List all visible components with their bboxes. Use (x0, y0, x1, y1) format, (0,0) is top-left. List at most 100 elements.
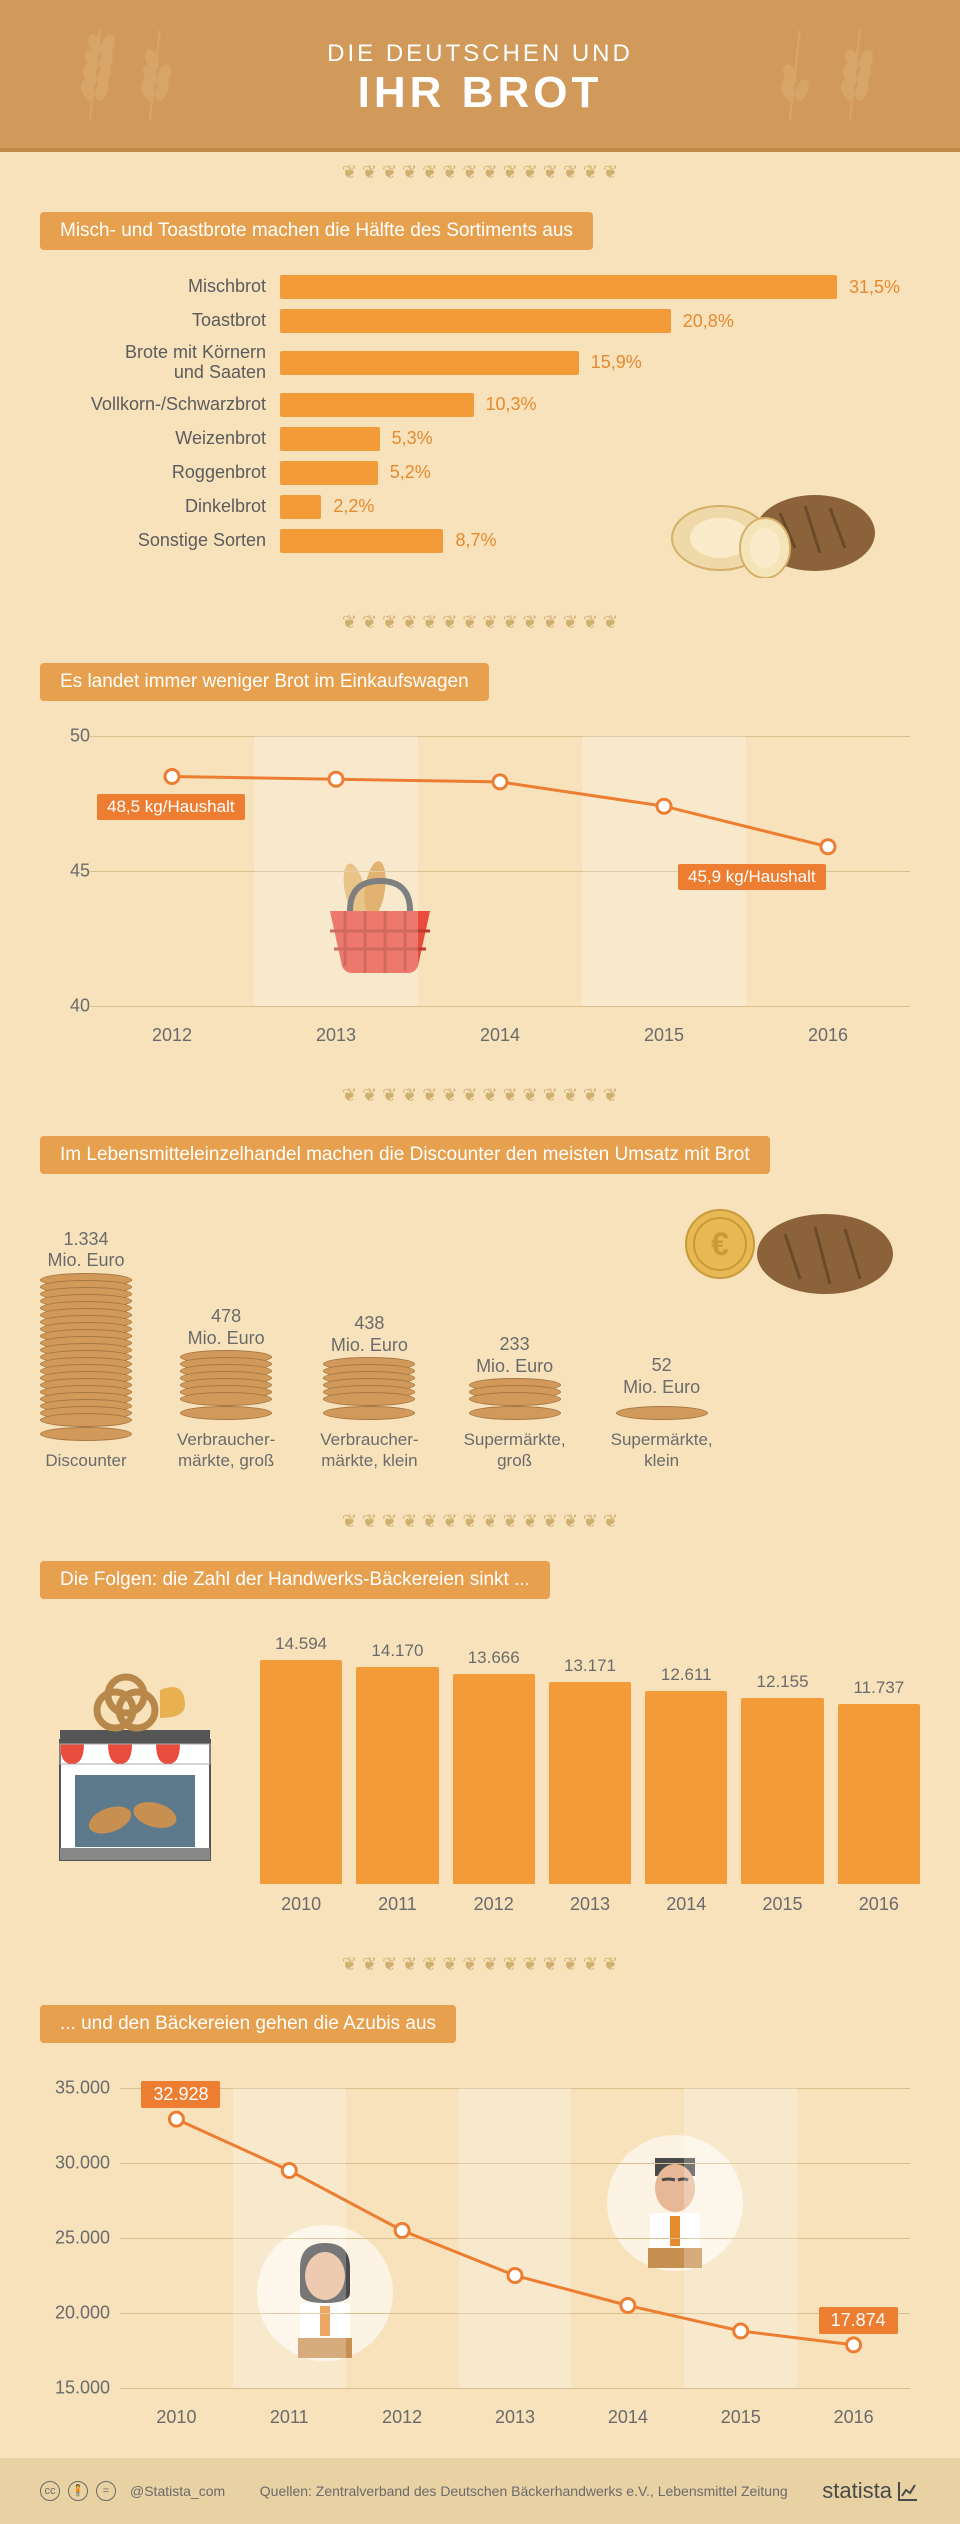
coin-value: 478Mio. Euro (188, 1306, 265, 1349)
wheat-divider: ❦ ❦ ❦ ❦ ❦ ❦ ❦ ❦ ❦ ❦ ❦ ❦ ❦ ❦ (0, 603, 960, 643)
vbar-value: 13.666 (468, 1648, 520, 1668)
vbar-item: 12.155 2015 (741, 1672, 823, 1915)
y-tick: 35.000 (55, 2077, 110, 2098)
x-label: 2015 (684, 2407, 797, 2428)
coin-value: 1.334Mio. Euro (47, 1229, 124, 1272)
hbar-value: 8,7% (455, 530, 496, 551)
vbar-value: 12.155 (757, 1672, 809, 1692)
nd-icon: = (96, 2481, 116, 2501)
coin-label: Supermärkte,klein (611, 1430, 713, 1471)
y-tick: 30.000 (55, 2152, 110, 2173)
vbar-item: 14.5942010 (260, 1634, 342, 1915)
section-bread-types: Misch- und Toastbrote machen die Hälfte … (0, 192, 960, 603)
vbar-item: 11.7372016 (838, 1678, 920, 1915)
hbar-bar (280, 393, 474, 417)
section1-title: Misch- und Toastbrote machen die Hälfte … (40, 212, 593, 250)
vbar-bar (260, 1660, 342, 1884)
y-tick: 20.000 (55, 2302, 110, 2323)
vbar-item: 12.611 2014 (645, 1665, 727, 1915)
x-label: 2014 (571, 2407, 684, 2428)
vbar-item: 14.1702011 (356, 1641, 438, 1915)
vbar-label: 2014 (666, 1894, 706, 1915)
statista-logo: statista (822, 2478, 920, 2504)
hbar-bar (280, 529, 443, 553)
line-chart-consumption: 4045502012201320142015201648,5 kg/Hausha… (50, 736, 910, 1046)
hbar-label: Vollkorn-/Schwarzbrot (60, 395, 280, 415)
section-revenue: Im Lebensmitteleinzelhandel machen die D… (0, 1116, 960, 1502)
section-bakeries: Die Folgen: die Zahl der Handwerks-Bäcke… (0, 1541, 960, 1945)
hbar-bar (280, 275, 837, 299)
coin-label: Supermärkte,groß (464, 1430, 566, 1471)
hbar-label: Dinkelbrot (60, 497, 280, 517)
hbar-value: 5,3% (392, 428, 433, 449)
hbar-value: 10,3% (486, 394, 537, 415)
footer: cc 🧍 = @Statista_com Quellen: Zentralver… (0, 2458, 960, 2524)
coin-stack-item: 478Mio. Euro Verbraucher-märkte, groß (177, 1306, 275, 1471)
vbar-label: 2010 (281, 1894, 321, 1915)
coin-stack-item: 233Mio. Euro Supermärkte,groß (464, 1334, 566, 1471)
hbar-chart: Mischbrot31,5% Toastbrot 20,8% Brote mit Kö… (0, 275, 960, 573)
hbar-bar (280, 495, 321, 519)
hbar-label: Sonstige Sorten (60, 531, 280, 551)
bakery-shop-icon (40, 1670, 260, 1915)
hbar-bar (280, 309, 671, 333)
hbar-value: 2,2% (333, 496, 374, 517)
hbar-label: Brote mit Körnernund Saaten (60, 343, 280, 383)
wheat-icon (60, 20, 240, 145)
hbar-row: Toastbrot 20,8% (60, 309, 900, 333)
wheat-divider: ❦ ❦ ❦ ❦ ❦ ❦ ❦ ❦ ❦ ❦ ❦ ❦ ❦ ❦ (0, 1501, 960, 1541)
hbar-bar (280, 461, 378, 485)
coin-value: 438Mio. Euro (331, 1313, 408, 1356)
vbar-item: 13.1712013 (549, 1656, 631, 1915)
vbar-bar (356, 1667, 438, 1884)
section-consumption: Es landet immer weniger Brot im Einkaufs… (0, 643, 960, 1076)
vbar-chart: 14.594201014.170201113.666201213.1712013… (260, 1634, 920, 1915)
section3-title: Im Lebensmitteleinzelhandel machen die D… (40, 1136, 770, 1174)
coin-stack-item: 1.334Mio. Euro Discounter (40, 1229, 132, 1472)
y-tick: 45 (70, 860, 90, 881)
line-annotation-last: 45,9 kg/Haushalt (678, 864, 826, 890)
line2-value-last: 17.874 (819, 2307, 898, 2334)
footer-handle: @Statista_com (130, 2483, 225, 2499)
vbar-bar (549, 1682, 631, 1884)
x-label: 2014 (418, 1025, 582, 1046)
wheat-divider: ❦ ❦ ❦ ❦ ❦ ❦ ❦ ❦ ❦ ❦ ❦ ❦ ❦ ❦ (0, 1945, 960, 1985)
section5-title: ... und den Bäckereien gehen die Azubis … (40, 2005, 456, 2043)
section4-title: Die Folgen: die Zahl der Handwerks-Bäcke… (40, 1561, 550, 1599)
x-label: 2012 (90, 1025, 254, 1046)
x-label: 2016 (746, 1025, 910, 1046)
x-label: 2013 (459, 2407, 572, 2428)
hbar-value: 5,2% (390, 462, 431, 483)
x-label: 2015 (582, 1025, 746, 1046)
coin-label: Verbraucher-märkte, klein (320, 1430, 418, 1471)
hbar-label: Toastbrot (60, 311, 280, 331)
x-label: 2016 (797, 2407, 910, 2428)
hbar-row: Mischbrot31,5% (60, 275, 900, 299)
wheat-icon (720, 20, 900, 145)
vbar-value: 12.611 (661, 1665, 712, 1685)
line2-value-first: 32.928 (141, 2081, 220, 2108)
coin-value: 233Mio. Euro (476, 1334, 553, 1377)
bread-icon (660, 458, 880, 583)
vbar-value: 14.170 (371, 1641, 423, 1661)
vbar-label: 2015 (763, 1894, 803, 1915)
footer-source: Quellen: Zentralverband des Deutschen Bä… (225, 2483, 822, 2499)
wheat-divider: ❦ ❦ ❦ ❦ ❦ ❦ ❦ ❦ ❦ ❦ ❦ ❦ ❦ ❦ (0, 1076, 960, 1116)
hbar-row: Weizenbrot 5,3% (60, 427, 900, 451)
hbar-row: Vollkorn-/Schwarzbrot 10,3% (60, 393, 900, 417)
y-tick: 40 (70, 995, 90, 1016)
line-chart-apprentices: 15.00020.00025.00030.00035.0002010201120… (50, 2088, 910, 2428)
coin-label: Verbraucher-märkte, groß (177, 1430, 275, 1471)
hbar-label: Mischbrot (60, 277, 280, 297)
coin-label: Discounter (45, 1451, 126, 1471)
coin-stack-item: 438Mio. Euro Verbraucher-märkte, klein (320, 1313, 418, 1471)
vbar-value: 11.737 (853, 1678, 904, 1698)
x-label: 2011 (233, 2407, 346, 2428)
y-tick: 25.000 (55, 2227, 110, 2248)
hbar-bar (280, 427, 380, 451)
infographic: DIE DEUTSCHEN UND IHR BROT ❦ ❦ ❦ ❦ ❦ ❦ ❦… (0, 0, 960, 2524)
hbar-value: 20,8% (683, 311, 734, 332)
hbar-label: Roggenbrot (60, 463, 280, 483)
x-label: 2010 (120, 2407, 233, 2428)
hbar-label: Weizenbrot (60, 429, 280, 449)
